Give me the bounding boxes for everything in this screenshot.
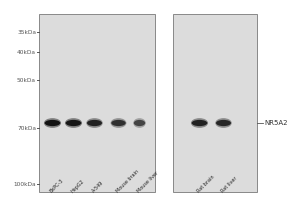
Ellipse shape bbox=[215, 118, 232, 128]
Ellipse shape bbox=[66, 120, 81, 126]
Ellipse shape bbox=[65, 118, 82, 128]
Text: 50kDa: 50kDa bbox=[17, 77, 36, 82]
Ellipse shape bbox=[216, 120, 231, 126]
Text: BxPC-3: BxPC-3 bbox=[49, 178, 65, 194]
Ellipse shape bbox=[86, 118, 103, 128]
Text: NR5A2: NR5A2 bbox=[264, 120, 287, 126]
Text: A-549: A-549 bbox=[91, 180, 105, 194]
Ellipse shape bbox=[111, 118, 126, 128]
Text: Rat brain: Rat brain bbox=[196, 175, 215, 194]
Text: Mouse brain: Mouse brain bbox=[115, 169, 140, 194]
Ellipse shape bbox=[45, 120, 60, 126]
Ellipse shape bbox=[44, 118, 61, 128]
Ellipse shape bbox=[134, 120, 145, 126]
Ellipse shape bbox=[192, 120, 207, 126]
Text: 100kDa: 100kDa bbox=[14, 182, 36, 186]
Text: Mouse liver: Mouse liver bbox=[136, 171, 159, 194]
Text: 70kDa: 70kDa bbox=[17, 126, 36, 130]
Ellipse shape bbox=[111, 120, 126, 126]
Ellipse shape bbox=[133, 118, 146, 128]
Text: 35kDa: 35kDa bbox=[17, 29, 36, 34]
Ellipse shape bbox=[87, 120, 102, 126]
Text: Rat liver: Rat liver bbox=[220, 176, 238, 194]
Bar bbox=[172, 14, 256, 192]
Text: HepG2: HepG2 bbox=[70, 179, 85, 194]
Bar bbox=[39, 14, 154, 192]
Text: 40kDa: 40kDa bbox=[17, 49, 36, 54]
Ellipse shape bbox=[191, 118, 208, 128]
